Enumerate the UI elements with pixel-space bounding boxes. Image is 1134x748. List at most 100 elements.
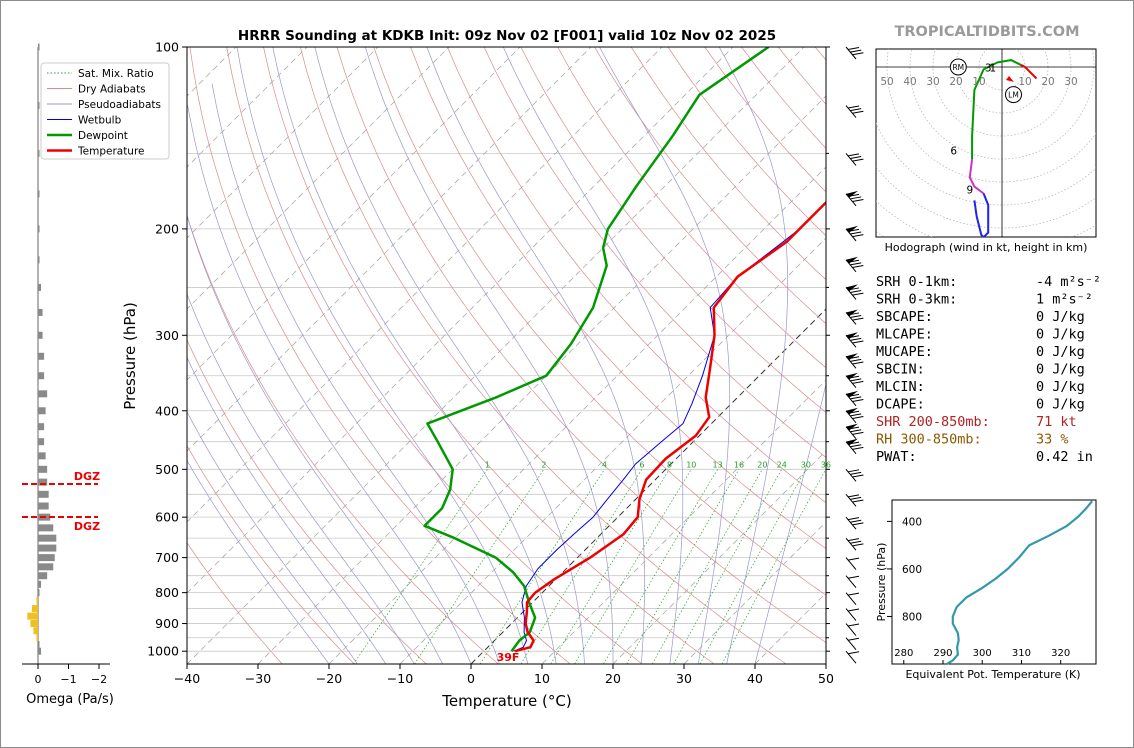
isotherm-line <box>470 308 826 664</box>
wind-barb <box>845 557 860 570</box>
index-name: SBCAPE: <box>876 309 933 325</box>
pseudoadiabat <box>187 356 387 664</box>
mixing-ratio-label: 36 <box>821 460 831 469</box>
y-tick-label: 500 <box>155 462 179 477</box>
pseudoadiabat <box>187 293 415 664</box>
wind-barb <box>845 390 864 407</box>
omega-bar <box>38 372 45 380</box>
x-tick-label: 10 <box>534 671 550 686</box>
dry-adiabat <box>187 542 283 664</box>
hodograph-caption: Hodograph (wind in kt, height in km) <box>885 241 1088 254</box>
y-tick-label: 600 <box>155 510 179 525</box>
y-tick-label: 900 <box>155 616 179 631</box>
mixing-ratio-line <box>673 469 783 664</box>
index-value: 0 J/kg <box>1036 344 1085 360</box>
indices-table: SRH 0-1km: -4 m²s⁻² SRH 0-3km: 1 m²s⁻² SBCAP… <box>876 274 1101 465</box>
mixing-ratio-label: 10 <box>686 460 696 469</box>
index-value: 0.42 in <box>1036 449 1093 465</box>
omega-bar <box>38 43 40 51</box>
mixing-ratio-line <box>520 469 643 664</box>
legend-label: Sat. Mix. Ratio <box>78 68 154 80</box>
pseudoadiabat <box>187 410 358 664</box>
wind-barb <box>845 438 864 454</box>
index-value: 0 J/kg <box>1036 309 1085 325</box>
skewt-profiles <box>423 47 826 653</box>
dry-adiabat <box>373 47 826 596</box>
dry-adiabat <box>187 445 355 664</box>
index-name: SRH 0-1km: <box>876 274 957 290</box>
legend-box <box>40 62 170 160</box>
pseudoadiabat <box>426 47 645 664</box>
pseudoadiabat <box>272 47 557 664</box>
omega-bar <box>38 283 42 291</box>
omega-bar <box>38 423 45 431</box>
isotherm-line <box>399 237 826 664</box>
theta-e-x-tick-label: 300 <box>973 648 992 659</box>
mixing-ratio-line <box>626 469 740 664</box>
mixing-ratio-line <box>550 469 670 664</box>
hodograph-ring-label: 30 <box>926 76 939 88</box>
mixing-ratio-line <box>479 469 605 664</box>
wind-barb <box>845 190 864 207</box>
mixing-ratio-line <box>603 469 718 664</box>
pseudoadiabat <box>236 47 529 664</box>
omega-bar <box>38 554 55 562</box>
pseudoadiabat <box>187 459 330 664</box>
omega-tick-label: −2 <box>91 673 107 686</box>
x-tick-label: 50 <box>818 671 834 686</box>
temperature-profile <box>514 200 826 653</box>
mixing-ratio-line <box>699 469 807 664</box>
isotherm-line <box>541 379 826 664</box>
omega-bar <box>38 390 48 398</box>
wind-barb <box>845 516 864 530</box>
index-value: 0 J/kg <box>1036 397 1085 413</box>
wind-barb <box>845 332 864 348</box>
omega-bar <box>38 478 48 486</box>
storm-motion-label: LM <box>1008 91 1019 100</box>
pseudoadiabat <box>314 47 585 664</box>
isotherm-line <box>187 47 734 594</box>
omega-bar <box>38 225 40 233</box>
wind-barb <box>845 575 860 589</box>
wind-barb <box>845 623 860 636</box>
omega-bar <box>38 563 54 571</box>
dry-adiabat <box>594 47 826 325</box>
index-name: MUCAPE: <box>876 344 933 360</box>
x-tick-label: −30 <box>245 671 271 686</box>
wind-barb <box>845 284 864 300</box>
wind-barbs <box>845 46 864 664</box>
legend-label: Temperature <box>77 146 145 158</box>
skewt-background-lines <box>187 47 826 664</box>
omega-tick-label: −1 <box>60 673 76 686</box>
omega-bar <box>38 647 42 655</box>
isotherm-line <box>612 450 826 664</box>
theta-e-y-label: Pressure (hPa) <box>875 543 888 622</box>
wind-barb <box>845 608 860 621</box>
x-tick-label: 0 <box>467 671 475 686</box>
dry-adiabat <box>187 339 427 664</box>
pseudoadiabat <box>364 47 614 664</box>
mixing-ratio-label: 4 <box>602 460 607 469</box>
theta-e-x-tick-label: 320 <box>1051 648 1070 659</box>
y-tick-label: 100 <box>155 40 179 55</box>
y-tick-label: 200 <box>155 221 179 236</box>
mixing-ratio-label: 8 <box>667 460 672 469</box>
hodograph-frame <box>875 48 1097 238</box>
wind-barb <box>845 353 864 369</box>
omega-bar <box>38 580 42 588</box>
dgz-top-label: DGZ <box>74 470 100 483</box>
hodograph-height-label: 1 <box>989 63 996 75</box>
index-value: 1 m²s⁻² <box>1036 292 1093 308</box>
dry-adiabat <box>299 47 787 664</box>
skewt-x-axis-label: Temperature (°C) <box>441 692 571 710</box>
y-tick-label: 300 <box>155 328 179 343</box>
omega-bar <box>38 149 40 157</box>
hodograph-ring-label: 10 <box>972 76 985 88</box>
pseudoadiabat <box>718 47 789 664</box>
omega-bar <box>38 524 54 532</box>
wind-barb <box>845 494 864 507</box>
theta-e-x-label: Equivalent Pot. Temperature (K) <box>905 668 1080 681</box>
storm-motion-marker <box>949 58 967 76</box>
wind-barb <box>845 153 864 166</box>
